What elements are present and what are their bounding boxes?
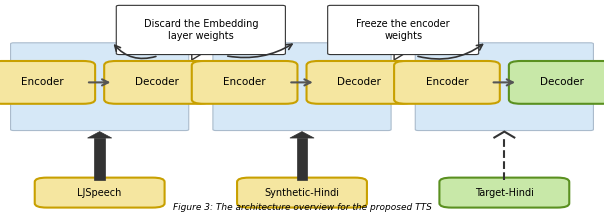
FancyBboxPatch shape	[35, 178, 164, 208]
Text: Encoder: Encoder	[21, 77, 63, 87]
Text: Encoder: Encoder	[426, 77, 468, 87]
FancyBboxPatch shape	[306, 61, 412, 104]
Text: Decoder: Decoder	[338, 77, 381, 87]
FancyBboxPatch shape	[237, 178, 367, 208]
FancyBboxPatch shape	[327, 5, 478, 55]
Text: Target-Hindi: Target-Hindi	[475, 188, 534, 198]
Text: LJSpeech: LJSpeech	[77, 188, 122, 198]
Text: Decoder: Decoder	[135, 77, 179, 87]
FancyBboxPatch shape	[11, 43, 188, 131]
Text: Freeze the encoder
weights: Freeze the encoder weights	[356, 19, 450, 41]
FancyBboxPatch shape	[213, 43, 391, 131]
Text: Decoder: Decoder	[540, 77, 583, 87]
Text: Synthetic-Hindi: Synthetic-Hindi	[265, 188, 339, 198]
FancyBboxPatch shape	[192, 61, 298, 104]
Text: Figure 3: The architecture overview for the proposed TTS: Figure 3: The architecture overview for …	[173, 203, 431, 212]
Text: Encoder: Encoder	[223, 77, 266, 87]
Polygon shape	[88, 132, 112, 138]
FancyBboxPatch shape	[94, 138, 105, 180]
FancyBboxPatch shape	[297, 138, 307, 180]
FancyBboxPatch shape	[416, 43, 593, 131]
Text: Discard the Embedding
layer weights: Discard the Embedding layer weights	[144, 19, 258, 41]
FancyBboxPatch shape	[394, 61, 500, 104]
FancyBboxPatch shape	[104, 61, 210, 104]
FancyBboxPatch shape	[439, 178, 569, 208]
Polygon shape	[391, 34, 416, 60]
FancyBboxPatch shape	[0, 61, 95, 104]
FancyBboxPatch shape	[509, 61, 604, 104]
Polygon shape	[188, 34, 213, 60]
FancyBboxPatch shape	[116, 5, 286, 55]
Polygon shape	[290, 132, 314, 138]
